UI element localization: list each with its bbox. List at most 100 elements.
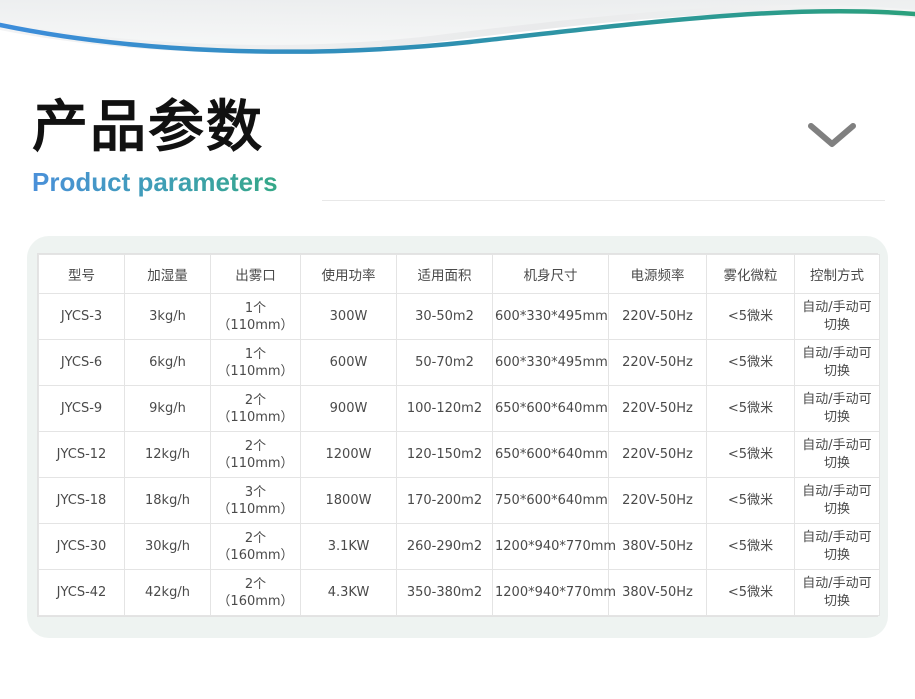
column-header-nozzle: 出雾口 xyxy=(210,254,301,294)
cell-voltage: 220V-50Hz xyxy=(608,431,707,478)
cell-control: 自动/手动可切换 xyxy=(794,293,880,340)
header-wave-decoration xyxy=(0,0,915,62)
cell-humidify: 6kg/h xyxy=(124,339,211,386)
cell-humidify: 18kg/h xyxy=(124,477,211,524)
spec-table-body: JYCS-3 3kg/h 1个 （110mm） 300W 30-50m2 600… xyxy=(38,293,880,616)
nozzle-size: （110mm） xyxy=(217,317,294,333)
table-row: JYCS-12 12kg/h 2个 （110mm） 1200W 120-150m… xyxy=(38,431,880,478)
cell-voltage: 220V-50Hz xyxy=(608,293,707,340)
cell-model: JYCS-9 xyxy=(38,385,125,432)
cell-particle: <5微米 xyxy=(706,431,795,478)
spec-table-head: 型号 加湿量 出雾口 使用功率 适用面积 机身尺寸 电源频率 雾化微粒 控制方式 xyxy=(38,254,880,294)
cell-particle: <5微米 xyxy=(706,293,795,340)
cell-nozzle: 2个 （110mm） xyxy=(210,431,301,478)
chevron-down-icon[interactable] xyxy=(805,118,859,152)
control-text: 自动/手动可切换 xyxy=(802,299,872,333)
column-header-power: 使用功率 xyxy=(300,254,397,294)
nozzle-count: 2个 xyxy=(244,576,267,592)
cell-dimension: 650*600*640mm xyxy=(492,385,609,432)
spec-table-container: 型号 加湿量 出雾口 使用功率 适用面积 机身尺寸 电源频率 雾化微粒 控制方式… xyxy=(37,253,880,617)
control-text: 自动/手动可切换 xyxy=(802,529,872,563)
spec-table: 型号 加湿量 出雾口 使用功率 适用面积 机身尺寸 电源频率 雾化微粒 控制方式… xyxy=(38,254,880,616)
table-row: JYCS-9 9kg/h 2个 （110mm） 900W 100-120m2 6… xyxy=(38,385,880,432)
nozzle-count: 3个 xyxy=(244,484,267,500)
table-row: JYCS-18 18kg/h 3个 （110mm） 1800W 170-200m… xyxy=(38,477,880,524)
section-heading: 产品参数 Product parameters xyxy=(32,96,592,198)
cell-dimension: 600*330*495mm xyxy=(492,339,609,386)
cell-power: 1800W xyxy=(300,477,397,524)
control-text: 自动/手动可切换 xyxy=(802,391,872,425)
column-header-particle: 雾化微粒 xyxy=(706,254,795,294)
cell-model: JYCS-42 xyxy=(38,569,125,616)
cell-power: 3.1KW xyxy=(300,523,397,570)
cell-area: 100-120m2 xyxy=(396,385,493,432)
nozzle-size: （160mm） xyxy=(217,593,294,609)
cell-particle: <5微米 xyxy=(706,523,795,570)
control-text: 自动/手动可切换 xyxy=(802,345,872,379)
column-header-area: 适用面积 xyxy=(396,254,493,294)
cell-power: 600W xyxy=(300,339,397,386)
cell-dimension: 1200*940*770mm xyxy=(492,523,616,570)
cell-area: 30-50m2 xyxy=(396,293,493,340)
cell-power: 4.3KW xyxy=(300,569,397,616)
table-row: JYCS-3 3kg/h 1个 （110mm） 300W 30-50m2 600… xyxy=(38,293,880,340)
cell-nozzle: 2个 （110mm） xyxy=(210,385,301,432)
column-header-humidify: 加湿量 xyxy=(124,254,211,294)
cell-area: 170-200m2 xyxy=(396,477,493,524)
nozzle-count: 2个 xyxy=(244,438,267,454)
page-subtitle: Product parameters xyxy=(32,167,278,197)
cell-particle: <5微米 xyxy=(706,339,795,386)
cell-humidify: 3kg/h xyxy=(124,293,211,340)
column-header-voltage: 电源频率 xyxy=(608,254,707,294)
cell-control: 自动/手动可切换 xyxy=(794,477,880,524)
heading-divider xyxy=(322,200,885,201)
nozzle-count: 2个 xyxy=(244,530,267,546)
cell-model: JYCS-18 xyxy=(38,477,125,524)
cell-control: 自动/手动可切换 xyxy=(794,523,880,570)
cell-dimension: 1200*940*770mm xyxy=(492,569,616,616)
cell-particle: <5微米 xyxy=(706,569,795,616)
cell-humidify: 12kg/h xyxy=(124,431,211,478)
cell-control: 自动/手动可切换 xyxy=(794,385,880,432)
cell-control: 自动/手动可切换 xyxy=(794,569,880,616)
table-row: JYCS-6 6kg/h 1个 （110mm） 600W 50-70m2 600… xyxy=(38,339,880,386)
nozzle-count: 2个 xyxy=(244,392,267,408)
cell-voltage: 220V-50Hz xyxy=(608,339,707,386)
cell-control: 自动/手动可切换 xyxy=(794,339,880,386)
nozzle-size: （110mm） xyxy=(217,363,294,379)
column-header-dimension: 机身尺寸 xyxy=(492,254,609,294)
cell-voltage: 220V-50Hz xyxy=(608,477,707,524)
cell-model: JYCS-6 xyxy=(38,339,125,386)
control-text: 自动/手动可切换 xyxy=(802,483,872,517)
cell-particle: <5微米 xyxy=(706,477,795,524)
cell-humidify: 42kg/h xyxy=(124,569,211,616)
cell-model: JYCS-3 xyxy=(38,293,125,340)
table-row: JYCS-42 42kg/h 2个 （160mm） 4.3KW 350-380m… xyxy=(38,569,880,616)
cell-humidify: 9kg/h xyxy=(124,385,211,432)
cell-nozzle: 1个 （110mm） xyxy=(210,293,301,340)
cell-dimension: 750*600*640mm xyxy=(492,477,609,524)
cell-nozzle: 2个 （160mm） xyxy=(210,523,301,570)
nozzle-size: （110mm） xyxy=(217,455,294,471)
nozzle-size: （110mm） xyxy=(217,501,294,517)
cell-area: 260-290m2 xyxy=(396,523,493,570)
control-text: 自动/手动可切换 xyxy=(802,575,872,609)
cell-nozzle: 1个 （110mm） xyxy=(210,339,301,386)
cell-particle: <5微米 xyxy=(706,385,795,432)
table-row: JYCS-30 30kg/h 2个 （160mm） 3.1KW 260-290m… xyxy=(38,523,880,570)
nozzle-count: 1个 xyxy=(244,346,267,362)
table-header-row: 型号 加湿量 出雾口 使用功率 适用面积 机身尺寸 电源频率 雾化微粒 控制方式 xyxy=(38,254,880,294)
cell-model: JYCS-30 xyxy=(38,523,125,570)
cell-dimension: 600*330*495mm xyxy=(492,293,609,340)
cell-area: 350-380m2 xyxy=(396,569,493,616)
column-header-control: 控制方式 xyxy=(794,254,880,294)
column-header-model: 型号 xyxy=(38,254,125,294)
page-title: 产品参数 xyxy=(32,95,264,160)
control-text: 自动/手动可切换 xyxy=(802,437,872,471)
cell-model: JYCS-12 xyxy=(38,431,125,478)
cell-nozzle: 3个 （110mm） xyxy=(210,477,301,524)
cell-nozzle: 2个 （160mm） xyxy=(210,569,301,616)
cell-area: 120-150m2 xyxy=(396,431,493,478)
cell-voltage: 380V-50Hz xyxy=(608,523,707,570)
